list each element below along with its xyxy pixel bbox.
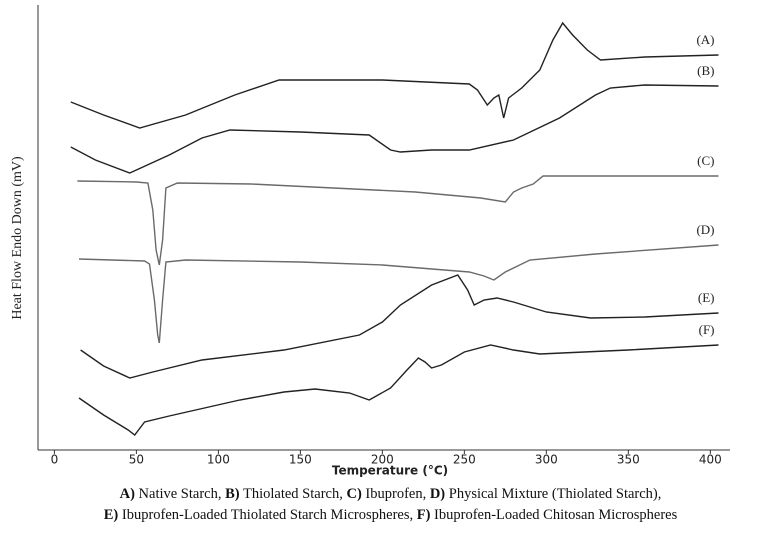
series-line — [70, 84, 719, 174]
series-label: (E) — [698, 290, 715, 305]
series-line — [70, 21, 719, 129]
x-tick-label: 50 — [129, 453, 144, 467]
y-axis-label: Heat Flow Endo Down (mV) — [10, 156, 25, 320]
series-line — [80, 274, 719, 379]
caption-text: Ibuprofen-Loaded Chitosan Microspheres — [430, 507, 678, 523]
series-line — [78, 344, 719, 436]
caption-key: D) — [429, 486, 446, 502]
caption-key: C) — [346, 486, 362, 502]
caption-key: E) — [103, 507, 119, 523]
x-tick-label: 400 — [699, 453, 722, 467]
caption-text: Ibuprofen-Loaded Thiolated Starch Micros… — [118, 507, 417, 523]
series-line — [77, 175, 719, 266]
caption-key: A) — [119, 486, 135, 502]
series-label: (D) — [696, 222, 714, 237]
x-tick-label: 250 — [453, 453, 476, 467]
caption-text: Physical Mixture (Thiolated Starch), — [445, 486, 662, 502]
series-label: (A) — [696, 32, 714, 47]
caption-key: B) — [225, 486, 240, 502]
x-axis-label: Temperature (°C) — [332, 464, 448, 478]
x-tick-label: 100 — [207, 453, 230, 467]
caption-text: Native Starch, — [134, 486, 226, 502]
x-tick-label: 150 — [289, 453, 312, 467]
caption: A) Native Starch, B) Thiolated Starch, C… — [0, 484, 781, 526]
caption-text: Thiolated Starch, — [239, 486, 347, 502]
caption-text: Ibuprofen, — [361, 486, 430, 502]
series-label: (B) — [697, 63, 714, 78]
x-tick-label: 350 — [617, 453, 640, 467]
caption-key: F) — [416, 507, 431, 523]
series-label: (F) — [699, 322, 715, 337]
x-tick-label: 200 — [371, 453, 394, 467]
x-tick-label: 0 — [51, 453, 59, 467]
series-label: (C) — [697, 153, 714, 168]
chart: Heat Flow Endo Down (mV) Temperature (°C… — [10, 5, 730, 478]
series-line — [78, 244, 719, 344]
x-tick-label: 300 — [535, 453, 558, 467]
